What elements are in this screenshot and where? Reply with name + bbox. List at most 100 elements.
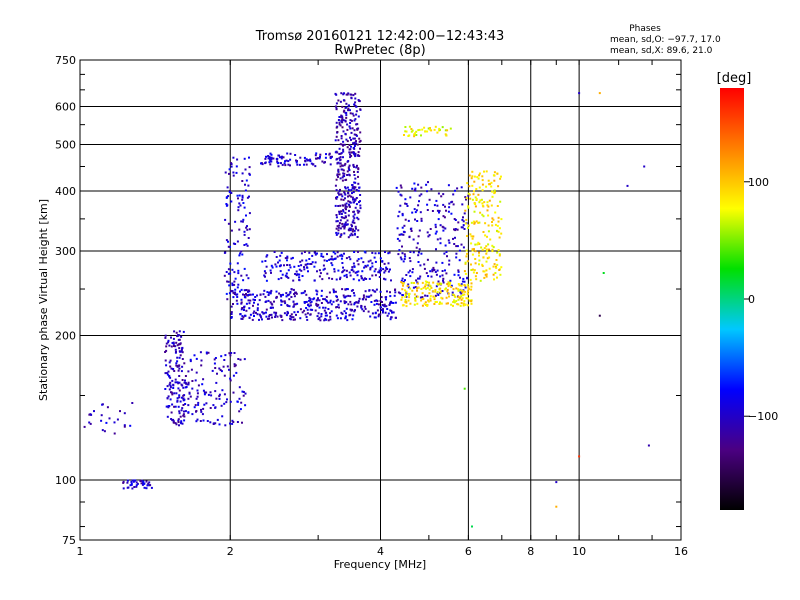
data-point	[425, 287, 428, 290]
data-point	[299, 156, 302, 159]
data-point	[643, 165, 646, 168]
data-point	[287, 160, 290, 163]
data-point	[432, 295, 435, 298]
data-point	[345, 202, 348, 205]
data-point	[436, 282, 439, 285]
data-point	[491, 195, 494, 198]
data-point	[338, 193, 341, 196]
data-point	[433, 204, 436, 207]
data-point	[445, 287, 447, 290]
data-point	[389, 295, 392, 298]
data-point	[179, 343, 182, 346]
data-point	[247, 237, 250, 239]
data-point	[353, 265, 356, 268]
data-point	[324, 317, 327, 320]
data-point	[300, 292, 303, 295]
data-point	[339, 165, 342, 168]
data-point	[341, 118, 344, 121]
data-point	[334, 204, 337, 207]
data-point	[301, 275, 304, 277]
data-point	[343, 274, 346, 277]
data-point	[373, 270, 376, 273]
data-point	[362, 296, 365, 299]
data-point	[221, 389, 224, 392]
data-point	[179, 400, 182, 403]
data-point	[335, 126, 338, 129]
data-point	[358, 201, 360, 204]
data-point	[235, 171, 238, 174]
data-point	[441, 225, 444, 228]
data-point	[172, 337, 175, 340]
data-point	[555, 481, 558, 484]
data-point	[485, 260, 488, 263]
data-point	[450, 212, 453, 215]
data-point	[229, 377, 232, 380]
data-point	[345, 307, 348, 310]
data-point	[342, 266, 344, 269]
data-point	[236, 286, 239, 289]
data-point	[327, 301, 330, 304]
data-point	[382, 308, 384, 311]
data-point	[202, 419, 205, 422]
data-point	[248, 228, 251, 231]
data-point	[364, 290, 367, 293]
data-point	[329, 163, 332, 166]
data-point	[164, 351, 167, 353]
data-point	[471, 525, 473, 528]
data-point	[329, 299, 332, 302]
data-point	[237, 206, 240, 209]
data-point	[264, 301, 267, 303]
data-point	[344, 197, 346, 200]
data-point	[357, 189, 360, 192]
data-point	[296, 163, 299, 166]
data-point	[394, 288, 397, 291]
data-point	[303, 266, 305, 269]
data-point	[242, 316, 245, 319]
data-point	[459, 304, 462, 307]
data-point	[352, 198, 354, 201]
data-point	[233, 352, 236, 354]
data-point	[233, 280, 236, 283]
data-point	[349, 136, 351, 139]
data-point	[145, 480, 148, 483]
data-point	[339, 317, 342, 320]
data-point	[348, 169, 351, 172]
data-point	[442, 279, 444, 282]
data-point	[337, 169, 340, 172]
data-point	[237, 209, 240, 212]
data-point	[136, 482, 139, 485]
data-point	[335, 278, 338, 281]
data-point	[243, 306, 245, 309]
data-point	[339, 124, 342, 127]
data-point	[499, 200, 502, 203]
data-point	[349, 156, 352, 159]
data-point	[347, 214, 350, 217]
data-point	[453, 299, 455, 302]
data-point	[438, 209, 441, 212]
data-point	[245, 293, 247, 295]
data-point	[470, 242, 473, 245]
data-point	[461, 226, 464, 229]
data-point	[349, 258, 352, 261]
data-point	[497, 230, 500, 233]
data-point	[309, 304, 312, 307]
data-point	[292, 279, 295, 282]
data-point	[321, 160, 324, 163]
data-point	[330, 262, 333, 265]
data-point	[224, 171, 227, 174]
data-point	[176, 356, 179, 359]
data-point	[472, 235, 475, 238]
data-point	[426, 281, 428, 284]
data-point	[578, 92, 581, 95]
data-point	[270, 153, 273, 156]
data-point	[126, 481, 129, 484]
data-point	[116, 418, 119, 421]
data-point	[325, 295, 328, 298]
data-point	[400, 279, 403, 282]
data-point	[342, 148, 345, 151]
data-point	[358, 186, 361, 189]
data-point	[247, 277, 250, 280]
data-point	[450, 285, 453, 288]
data-point	[478, 172, 481, 175]
